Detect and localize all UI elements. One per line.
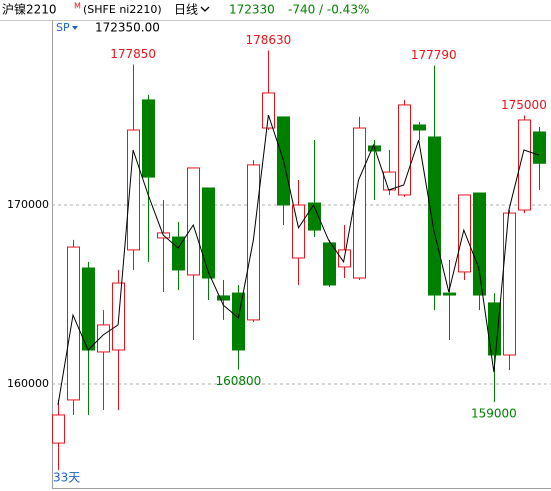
high-label: 178630 [246, 33, 292, 47]
candle-body [142, 99, 155, 178]
high-label: 177790 [411, 48, 457, 62]
candle-body [308, 202, 321, 231]
candle-body [217, 295, 230, 301]
low-label: 159000 [471, 406, 517, 420]
candle-body [443, 292, 456, 296]
candle-body [262, 92, 275, 129]
last-price: 172330 [229, 3, 275, 17]
candle-body [187, 167, 200, 276]
candle-body [82, 267, 95, 351]
low-label: 160800 [215, 374, 261, 388]
candle-body [353, 127, 366, 279]
symbol-code: (SHFE ni2210) [83, 3, 162, 16]
sp-label[interactable]: SP [56, 21, 70, 34]
candle-body [503, 212, 516, 356]
symbol: 沪镍2210 [2, 3, 57, 17]
candle-body [202, 187, 215, 279]
period-chevron[interactable] [200, 6, 210, 12]
sp-chevron[interactable] [72, 26, 78, 30]
candle-body [473, 192, 486, 296]
high-label: 175000 [501, 98, 547, 112]
price-change: -740 / -0.43% [288, 3, 369, 17]
candle-body [247, 164, 260, 321]
candle-body [413, 124, 426, 131]
candle-body [323, 242, 336, 286]
period[interactable]: 日线 [174, 3, 198, 17]
sp-value: 172350.00 [95, 21, 160, 35]
high-label: 177850 [110, 47, 156, 61]
candle-body [518, 119, 531, 211]
candle-body [533, 131, 546, 164]
span-label: 33天 [53, 471, 80, 485]
candle-body [67, 246, 80, 401]
candle-body [292, 204, 305, 259]
y-tick-label: 170000 [7, 198, 49, 211]
symbol-mark: M [74, 2, 81, 11]
y-tick-label: 160000 [7, 377, 49, 390]
candle-body [52, 414, 65, 444]
candle-body [232, 292, 245, 351]
candle-body [97, 324, 110, 353]
candle-body [458, 194, 471, 273]
candle-body [428, 136, 441, 296]
line [57, 114, 540, 405]
candle-body [488, 302, 501, 356]
